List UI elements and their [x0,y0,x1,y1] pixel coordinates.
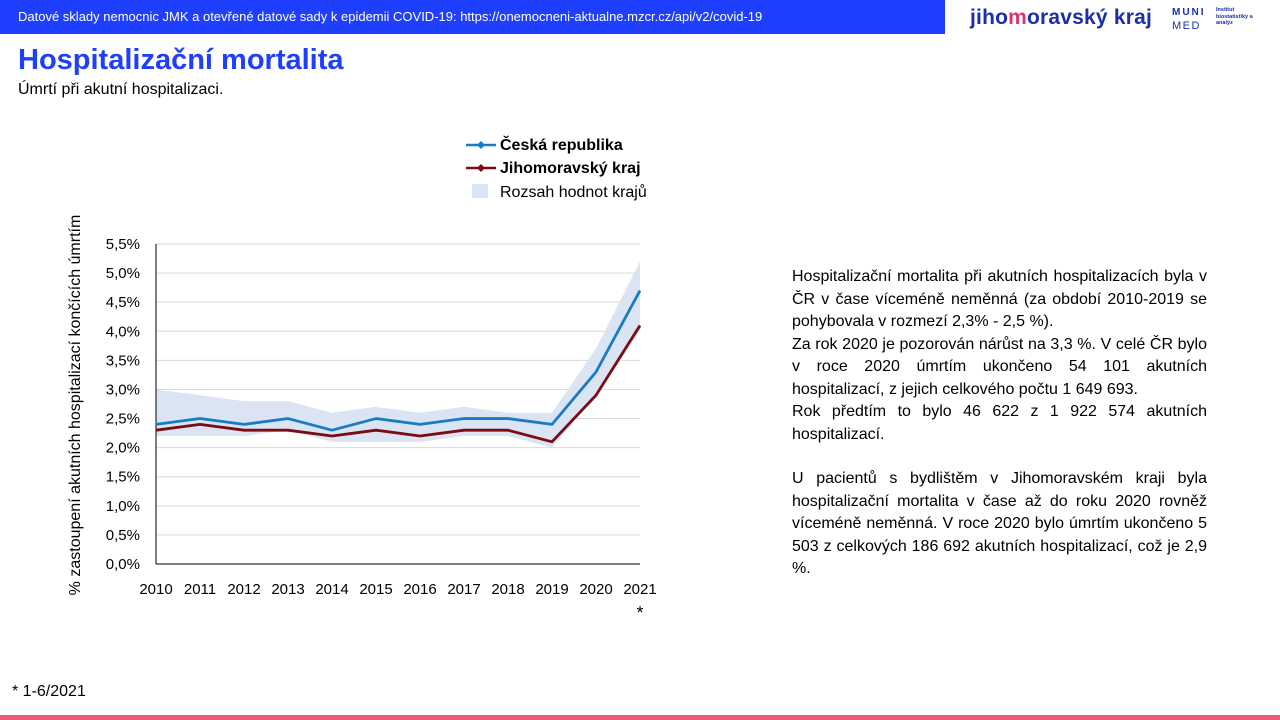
series-line-jmk [155,324,642,444]
commentary-text: Hospitalizační mortalita při akutních ho… [792,266,1207,581]
x-tick-label: 2011 [184,581,216,598]
plot-area: 0,0% 0,5% 1,0% 1,5% 2,0% 2,5% 3,0% 3,5% 4,0% 4,5%… [106,236,657,623]
footnote: * 1-6/2021 [12,683,86,700]
x-tick-label: 2012 [227,581,260,598]
legend-label-range: Rozsah hodnot krajů [500,183,647,201]
muni-med-logo: MUNI MED Institut biostatistiky a analýz [1172,7,1262,35]
y-tick-label: 1,5% [106,469,140,486]
source-text: Datové sklady nemocnic JMK a otevřené da… [18,9,763,24]
y-tick-label: 5,5% [106,236,140,253]
commentary-paragraph-4: U pacientů s bydlištěm v Jihomoravském k… [792,470,1207,577]
y-tick-label: 4,5% [106,294,140,311]
y-tick-label: 4,0% [106,323,140,340]
y-tick-label: 5,0% [106,265,140,282]
muni-logo-text: MUNI [1172,7,1206,18]
y-tick-label: 3,0% [106,381,140,398]
legend-label-jmk: Jihomoravský kraj [500,160,641,177]
source-banner: Datové sklady nemocnic JMK a otevřené da… [0,0,945,34]
series-line-cr [155,289,642,432]
range-band [156,261,640,448]
x-tick-label: 2013 [271,581,304,598]
y-tick-label: 1,0% [106,498,140,515]
jmk-logo: jihomoravský kraj [970,6,1152,29]
legend-marker-cr [477,141,485,149]
x-tick-label: 2021 [623,581,656,598]
legend-label-cr: Česká republika [500,135,623,154]
y-tick-label: 0,0% [106,556,140,573]
x-tick-note: * [636,603,643,623]
med-logo-text: MED [1172,20,1201,32]
y-tick-label: 0,5% [106,527,140,544]
commentary-paragraph-1: Hospitalizační mortalita při akutních ho… [792,268,1207,330]
institute-logo-text: Institut biostatistiky a analýz [1216,7,1253,26]
page-title: Hospitalizační mortalita [18,44,344,76]
mortality-line-chart: Česká republika Jihomoravský kraj Rozsah… [67,135,657,623]
x-tick-label: 2010 [139,581,172,598]
chart-legend: Česká republika Jihomoravský kraj Rozsah… [466,135,647,201]
commentary-paragraph-3: Rok předtím to bylo 46 622 z 1 922 574 a… [792,403,1207,443]
y-tick-label: 2,0% [106,440,140,457]
y-tick-label: 2,5% [106,411,140,428]
x-tick-label: 2017 [447,581,480,598]
x-tick-label: 2019 [535,581,568,598]
page-subtitle: Úmrtí při akutní hospitalizaci. [18,81,224,98]
legend-marker-jmk [477,164,485,172]
commentary-paragraph-2: Za rok 2020 je pozorován nárůst na 3,3 %… [792,335,1207,398]
x-tick-label: 2018 [491,581,524,598]
x-tick-label: 2016 [403,581,436,598]
bottom-accent-line [0,715,1280,720]
y-tick-label: 3,5% [106,352,140,369]
x-tick-label: 2014 [315,581,348,598]
x-tick-label: 2020 [579,581,612,598]
legend-swatch-range [472,184,488,198]
y-axis-label: % zastoupení akutních hospitalizací konč… [67,215,84,596]
x-tick-label: 2015 [359,581,392,598]
